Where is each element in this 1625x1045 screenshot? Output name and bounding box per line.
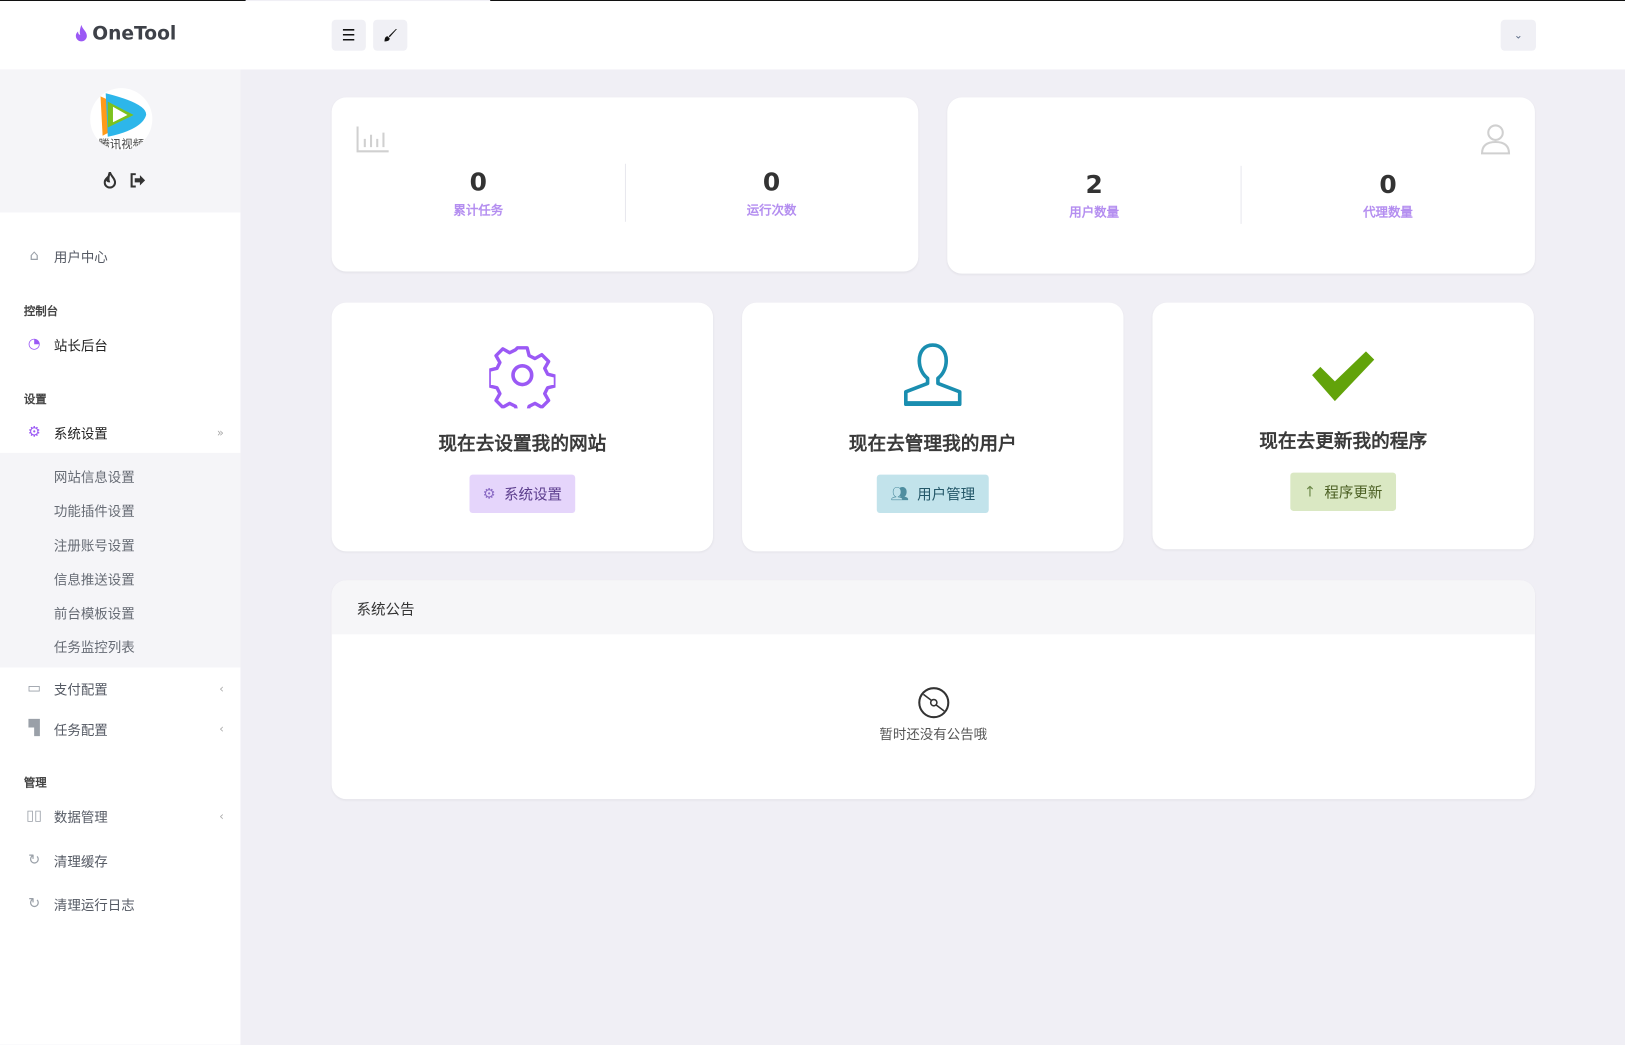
submenu-item[interactable]: 前台模板设置 bbox=[53, 607, 135, 623]
logout-icon[interactable] bbox=[130, 172, 147, 192]
top-border bbox=[490, 0, 1625, 2]
nav-label: 清理运行日志 bbox=[53, 898, 135, 914]
sidebar-item-payment[interactable]: ▭ 支付配置 ‹ bbox=[0, 670, 240, 707]
section-label: 管理 bbox=[23, 776, 47, 790]
system-settings-button[interactable]: ⚙ 系统设置 bbox=[469, 474, 576, 514]
users-icon: 👥︎ bbox=[890, 485, 909, 503]
submenu-item[interactable]: 网站信息设置 bbox=[53, 470, 135, 487]
dog-icon: ▜ bbox=[28, 720, 40, 737]
brush-icon bbox=[383, 29, 397, 42]
sidebar-item-user-center[interactable]: ⌂ 用户中心 bbox=[0, 237, 240, 274]
action-block: 现在去管理我的用户 👥︎ 用户管理 bbox=[742, 429, 1123, 514]
nav-label: 清理缓存 bbox=[53, 854, 108, 871]
button-label: 用户管理 bbox=[917, 486, 976, 504]
sidebar-item-data-manage[interactable]: ▯▯ 数据管理 ‹ bbox=[0, 797, 240, 834]
avatar-logo: 腾讯视频 bbox=[98, 93, 147, 150]
arrow-up-icon: ↑ bbox=[1303, 483, 1317, 501]
menu-toggle-button[interactable]: ☰ bbox=[331, 19, 366, 51]
nav-label: 支付配置 bbox=[53, 682, 108, 699]
fire-icon[interactable] bbox=[103, 168, 117, 193]
logo[interactable]: OneTool bbox=[75, 22, 177, 45]
disc-icon bbox=[917, 687, 949, 719]
nav-label: 系统设置 bbox=[53, 426, 108, 443]
sidebar-item-admin-panel[interactable]: ◔ 站长后台 bbox=[0, 325, 240, 362]
sidebar-item-clear-cache[interactable]: ↻ 清理缓存 bbox=[0, 842, 240, 879]
action-block: 现在去设置我的网站 ⚙ 系统设置 bbox=[332, 429, 713, 514]
users-icon bbox=[1481, 124, 1511, 155]
card-title: 现在去更新我的程序 bbox=[1259, 431, 1428, 453]
stat-user-count: 2 用户数量 bbox=[947, 170, 1241, 221]
theme-button[interactable] bbox=[373, 19, 408, 51]
chevron-left-icon: ‹ bbox=[219, 808, 224, 823]
button-label: 程序更新 bbox=[1324, 484, 1383, 502]
nav-label: 用户中心 bbox=[53, 250, 108, 266]
notice-panel: 系统公告 暂时还没有公告哦 bbox=[331, 580, 1535, 800]
stat-value: 0 bbox=[469, 167, 487, 197]
program-update-card: 现在去更新我的程序 ↑ 程序更新 bbox=[1152, 302, 1534, 550]
nav-label: 站长后台 bbox=[53, 338, 108, 354]
refresh-icon: ↻ bbox=[28, 895, 41, 913]
stat-value: 0 bbox=[762, 167, 781, 197]
avatar[interactable]: 腾讯视频 bbox=[90, 88, 153, 151]
chevron-left-icon: ‹ bbox=[219, 721, 224, 736]
submenu-item[interactable]: 注册账号设置 bbox=[53, 538, 135, 555]
gear-icon: ⚙ bbox=[27, 423, 41, 441]
user-dropdown-button[interactable]: ⌄ bbox=[1500, 19, 1536, 51]
button-label: 系统设置 bbox=[503, 486, 563, 504]
divider bbox=[1240, 165, 1242, 224]
empty-text: 暂时还没有公告哦 bbox=[879, 727, 988, 744]
user-icon bbox=[903, 343, 962, 407]
card-title: 现在去设置我的网站 bbox=[438, 433, 607, 455]
check-icon bbox=[1312, 351, 1375, 402]
card-title: 现在去管理我的用户 bbox=[848, 433, 1017, 455]
money-icon: ▭ bbox=[27, 679, 42, 697]
submenu-item[interactable]: 信息推送设置 bbox=[53, 573, 135, 589]
divider bbox=[624, 163, 626, 222]
refresh-icon: ↻ bbox=[28, 851, 41, 869]
stat-value: 2 bbox=[1085, 169, 1103, 199]
section-label: 控制台 bbox=[23, 304, 59, 319]
svg-text:腾讯视频: 腾讯视频 bbox=[98, 137, 144, 150]
program-update-button[interactable]: ↑ 程序更新 bbox=[1290, 472, 1396, 511]
stat-total-tasks: 0 累计任务 bbox=[332, 168, 625, 219]
stat-label: 代理数量 bbox=[1363, 205, 1413, 220]
section-label: 设置 bbox=[23, 392, 47, 407]
fire-icon bbox=[75, 24, 87, 42]
gear-icon: ⚙ bbox=[482, 485, 496, 503]
submenu bbox=[0, 452, 241, 668]
chevron-down-icon: ⌄ bbox=[1513, 29, 1523, 41]
action-block: 现在去更新我的程序 ↑ 程序更新 bbox=[1152, 427, 1533, 511]
user-management-card: 现在去管理我的用户 👥︎ 用户管理 bbox=[742, 302, 1124, 552]
user-stats-card: 2 用户数量 0 代理数量 bbox=[947, 97, 1535, 274]
submenu-item[interactable]: 功能插件设置 bbox=[53, 504, 135, 521]
website-settings-card: 现在去设置我的网站 ⚙ 系统设置 bbox=[331, 302, 714, 552]
stat-label: 运行次数 bbox=[746, 203, 797, 218]
sidebar-item-task-config[interactable]: ▜ 任务配置 ‹ bbox=[0, 710, 240, 747]
gear-icon bbox=[489, 346, 556, 409]
app-name: OneTool bbox=[92, 22, 177, 45]
header bbox=[0, 1, 1625, 70]
chevron-left-icon: ‹ bbox=[219, 681, 224, 695]
nav-label: 任务配置 bbox=[53, 722, 108, 739]
chevron-double-down-icon: » bbox=[216, 425, 224, 439]
stat-agent-count: 0 代理数量 bbox=[1241, 170, 1535, 221]
home-icon: ⌂ bbox=[29, 247, 39, 265]
hamburger-icon: ☰ bbox=[341, 25, 356, 45]
notice-title: 系统公告 bbox=[331, 580, 1535, 635]
stat-label: 累计任务 bbox=[453, 203, 504, 218]
user-management-button[interactable]: 👥︎ 用户管理 bbox=[876, 474, 989, 514]
stat-run-count: 0 运行次数 bbox=[625, 168, 918, 219]
nav-label: 数据管理 bbox=[53, 809, 108, 826]
submenu-item[interactable]: 任务监控列表 bbox=[53, 640, 135, 657]
sidebar-item-system-settings[interactable]: ⚙ 系统设置 » bbox=[0, 414, 240, 451]
bar-chart-icon: ▯▯ bbox=[26, 807, 43, 824]
task-stats-card: 0 累计任务 0 运行次数 bbox=[331, 97, 919, 272]
bar-chart-icon bbox=[356, 126, 389, 153]
stat-label: 用户数量 bbox=[1069, 205, 1120, 220]
sidebar-item-clear-logs[interactable]: ↻ 清理运行日志 bbox=[0, 885, 240, 922]
top-border bbox=[0, 0, 246, 2]
stat-value: 0 bbox=[1379, 169, 1397, 199]
notice-empty: 暂时还没有公告哦 bbox=[332, 686, 1535, 743]
dashboard-icon: ◔ bbox=[27, 335, 41, 353]
